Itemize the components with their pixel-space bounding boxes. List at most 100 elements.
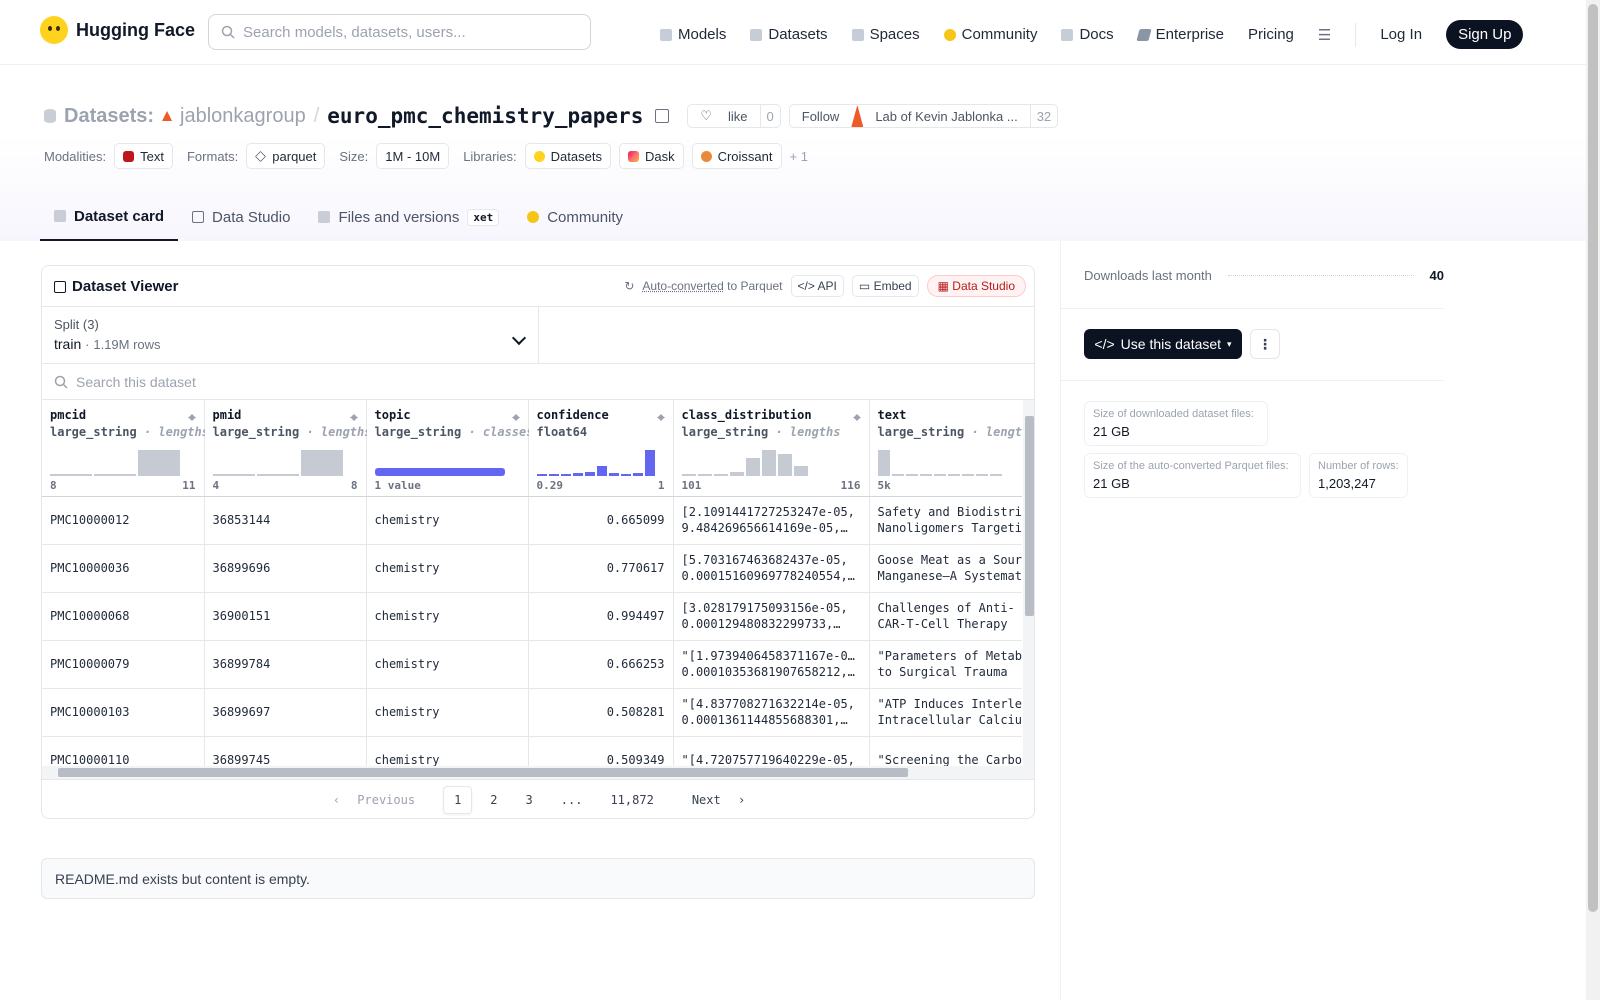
cell-pmcid[interactable]: PMC10000103: [42, 688, 205, 737]
histogram-bar[interactable]: [536, 473, 547, 476]
sort-icon[interactable]: [852, 410, 861, 422]
cell-class-distribution[interactable]: "[4.837708271632214e-05, 0.00013611448556…: [673, 688, 870, 737]
org-link[interactable]: jablonkagroup: [180, 104, 306, 127]
vertical-scrollbar[interactable]: [1023, 400, 1034, 766]
cell-text[interactable]: "Parameters of Metabolic to Surgical Trau…: [869, 640, 1022, 689]
cell-class-distribution[interactable]: [5.703167463682437e-05, 0.000151609697782…: [673, 544, 870, 593]
cell-text[interactable]: Safety and Biodistribution Nanoligomers T…: [869, 496, 1022, 545]
cell-pmid[interactable]: 36899784: [204, 640, 367, 689]
table-row[interactable]: PMC10000079 36899784 chemistry 0.666253 "[1.…: [42, 640, 1022, 689]
histogram-bar[interactable]: [891, 473, 904, 476]
embed-button[interactable]: ▭ Embed: [851, 275, 919, 297]
scrollbar-thumb[interactable]: [58, 768, 908, 777]
table-row[interactable]: PMC10000068 36900151 chemistry 0.994497 [3.0…: [42, 592, 1022, 641]
histogram-bar[interactable]: [745, 457, 760, 476]
table-row[interactable]: PMC10000103 36899697 chemistry 0.508281 "[4.…: [42, 688, 1022, 737]
cell-pmid[interactable]: 36899745: [204, 736, 367, 766]
cell-pmid[interactable]: 36899697: [204, 688, 367, 737]
column-header-pmid[interactable]: pmid large_string · lengths 4 8: [204, 400, 371, 497]
more-options-button[interactable]: ⋮: [1250, 329, 1280, 359]
cell-topic[interactable]: chemistry: [366, 688, 529, 737]
cell-pmcid[interactable]: PMC10000110: [42, 736, 205, 766]
signup-button[interactable]: Sign Up: [1446, 20, 1524, 49]
histogram-bar[interactable]: [919, 473, 932, 476]
cell-topic[interactable]: chemistry: [366, 592, 529, 641]
cell-topic[interactable]: chemistry: [366, 640, 529, 689]
cell-confidence[interactable]: 0.666253: [528, 640, 674, 689]
follow-button[interactable]: Follow Lab of Kevin Jablonka ... 32: [788, 104, 1059, 128]
tab-community[interactable]: Community: [513, 193, 637, 241]
scrollbar-thumb[interactable]: [1588, 4, 1598, 912]
histogram-bar[interactable]: [644, 449, 655, 476]
histogram-bar[interactable]: [632, 472, 643, 476]
cell-text[interactable]: Goose Meat as a Source of Manganese—A Sys…: [869, 544, 1022, 593]
cell-confidence[interactable]: 0.770617: [528, 544, 674, 593]
login-link[interactable]: Log In: [1380, 26, 1423, 43]
cell-pmid[interactable]: 36899696: [204, 544, 367, 593]
histogram-bar[interactable]: [138, 449, 180, 476]
histogram-bar[interactable]: [761, 449, 776, 476]
dataset-search[interactable]: [42, 364, 1034, 400]
cell-pmcid[interactable]: PMC10000079: [42, 640, 205, 689]
cell-confidence[interactable]: 0.509349: [528, 736, 674, 766]
dataset-search-input[interactable]: [76, 373, 576, 390]
tag-format[interactable]: parquet: [246, 143, 326, 169]
auto-converted-link[interactable]: Auto-converted: [642, 279, 724, 293]
api-button[interactable]: </> API: [790, 275, 844, 297]
histogram-bar[interactable]: [212, 473, 255, 476]
page-button[interactable]: 2: [490, 793, 498, 807]
tag-modality[interactable]: Text: [114, 143, 173, 169]
histogram-bar[interactable]: [584, 471, 595, 476]
cell-confidence[interactable]: 0.508281: [528, 688, 674, 737]
copy-icon[interactable]: [655, 109, 670, 123]
cell-class-distribution[interactable]: "[1.9739406458371167e-05, 0.0001035368190…: [673, 640, 870, 689]
menu-icon[interactable]: ☰: [1317, 26, 1332, 44]
next-page-button[interactable]: Next ›: [672, 787, 755, 813]
more-libraries[interactable]: + 1: [789, 148, 808, 164]
page-scrollbar[interactable]: [1586, 0, 1600, 1000]
histogram-bar[interactable]: [300, 449, 343, 476]
cell-topic[interactable]: chemistry: [366, 544, 529, 593]
histogram-bar[interactable]: [777, 453, 792, 476]
page-button[interactable]: 3: [525, 793, 533, 807]
brand-logo[interactable]: Hugging Face: [40, 16, 195, 44]
nav-enterprise[interactable]: Enterprise: [1136, 26, 1224, 43]
class-distribution-bar[interactable]: [374, 467, 505, 476]
histogram-bar[interactable]: [989, 473, 1002, 476]
cell-pmid[interactable]: 36900151: [204, 592, 367, 641]
histogram-bar[interactable]: [877, 449, 890, 476]
histogram-bar[interactable]: [905, 473, 918, 476]
page-button[interactable]: 1: [443, 786, 473, 814]
nav-community[interactable]: Community: [943, 26, 1037, 43]
tab-files-versions[interactable]: Files and versions xet: [304, 193, 513, 241]
table-row[interactable]: PMC10000012 36853144 chemistry 0.665099 [2.1…: [42, 496, 1022, 545]
column-header-pmcid[interactable]: pmcid large_string · lengths 8 11: [42, 400, 209, 497]
tag-library-datasets[interactable]: Datasets: [524, 143, 611, 169]
sort-icon[interactable]: [656, 410, 665, 422]
split-dropdown[interactable]: Split (3) train · 1.19M rows: [42, 307, 539, 364]
cell-text[interactable]: "Screening the Carbon: [869, 736, 1022, 766]
table-row[interactable]: PMC10000110 36899745 chemistry 0.509349 "[4.…: [42, 736, 1022, 766]
tag-library-croissant[interactable]: Croissant: [691, 143, 782, 169]
use-dataset-button[interactable]: </> Use this dataset ▾: [1084, 329, 1242, 359]
histogram-bar[interactable]: [620, 473, 631, 476]
histogram-bar[interactable]: [961, 473, 974, 476]
histogram-bar[interactable]: [50, 473, 92, 476]
histogram-bar[interactable]: [793, 465, 808, 476]
column-header-class-distribution[interactable]: class_distribution large_string · lengths…: [673, 400, 870, 497]
histogram-bar[interactable]: [596, 465, 607, 476]
table-row[interactable]: PMC10000036 36899696 chemistry 0.770617 [5.7…: [42, 544, 1022, 593]
cell-class-distribution[interactable]: [3.028179175093156e-05, 0.000129480832299…: [673, 592, 870, 641]
column-header-confidence[interactable]: confidence float64 0.29 1: [528, 400, 674, 497]
cell-pmid[interactable]: 36853144: [204, 496, 367, 545]
histogram-bar[interactable]: [608, 472, 619, 476]
tab-data-studio[interactable]: Data Studio: [178, 193, 304, 241]
sort-icon[interactable]: [511, 410, 520, 422]
histogram-bar[interactable]: [947, 473, 960, 476]
histogram-bar[interactable]: [548, 473, 559, 476]
tag-size[interactable]: 1M - 10M: [376, 143, 450, 169]
sort-icon[interactable]: [349, 410, 358, 422]
histogram-bar[interactable]: [681, 473, 696, 476]
data-studio-button[interactable]: ▦ Data Studio: [926, 275, 1026, 297]
histogram-bar[interactable]: [560, 473, 571, 476]
